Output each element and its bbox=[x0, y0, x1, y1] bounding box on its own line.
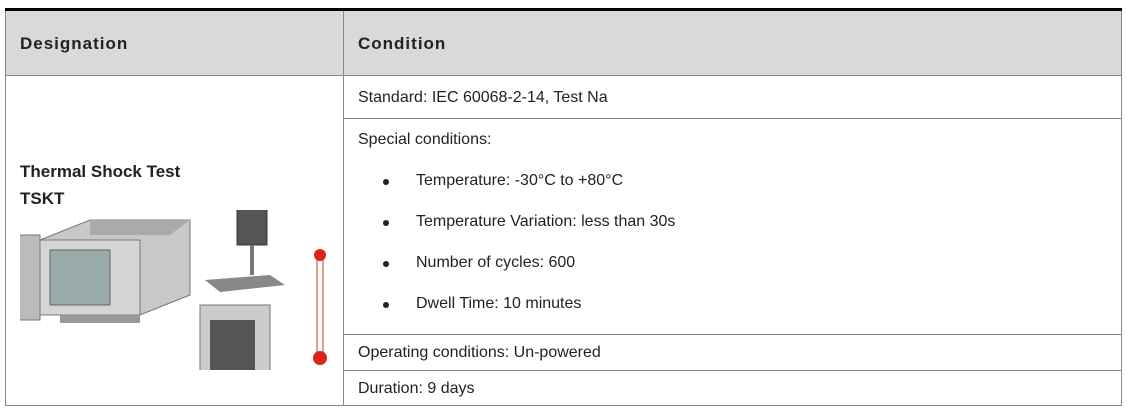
list-item: Temperature Variation: less than 30s bbox=[416, 213, 675, 231]
header-cell: Condition bbox=[358, 34, 446, 54]
page: Designation Condition Thermal Shock Test… bbox=[0, 0, 1127, 412]
cell-text: Duration: 9 days bbox=[358, 380, 475, 398]
header-row bbox=[5, 8, 1122, 76]
designation-title: Thermal Shock Test bbox=[20, 162, 180, 182]
bullet bbox=[383, 261, 389, 267]
border bbox=[5, 405, 1122, 406]
designation-code: TSKT bbox=[20, 189, 64, 209]
border bbox=[5, 11, 6, 406]
border bbox=[343, 334, 1122, 335]
cell-text: Standard: IEC 60068-2-14, Test Na bbox=[358, 89, 608, 107]
header-cell: Designation bbox=[20, 34, 128, 54]
border bbox=[343, 370, 1122, 371]
bullet bbox=[383, 179, 389, 185]
border bbox=[343, 118, 1122, 119]
list-item: Temperature: -30°C to +80°C bbox=[416, 172, 623, 190]
bullet bbox=[383, 220, 389, 226]
bullet bbox=[383, 302, 389, 308]
cell-text: Operating conditions: Un-powered bbox=[358, 344, 601, 362]
equipment-image bbox=[20, 210, 340, 370]
border bbox=[1121, 11, 1122, 406]
cell-text: Special conditions: bbox=[358, 131, 491, 149]
border bbox=[343, 11, 344, 406]
list-item: Dwell Time: 10 minutes bbox=[416, 295, 581, 313]
list-item: Number of cycles: 600 bbox=[416, 254, 575, 272]
